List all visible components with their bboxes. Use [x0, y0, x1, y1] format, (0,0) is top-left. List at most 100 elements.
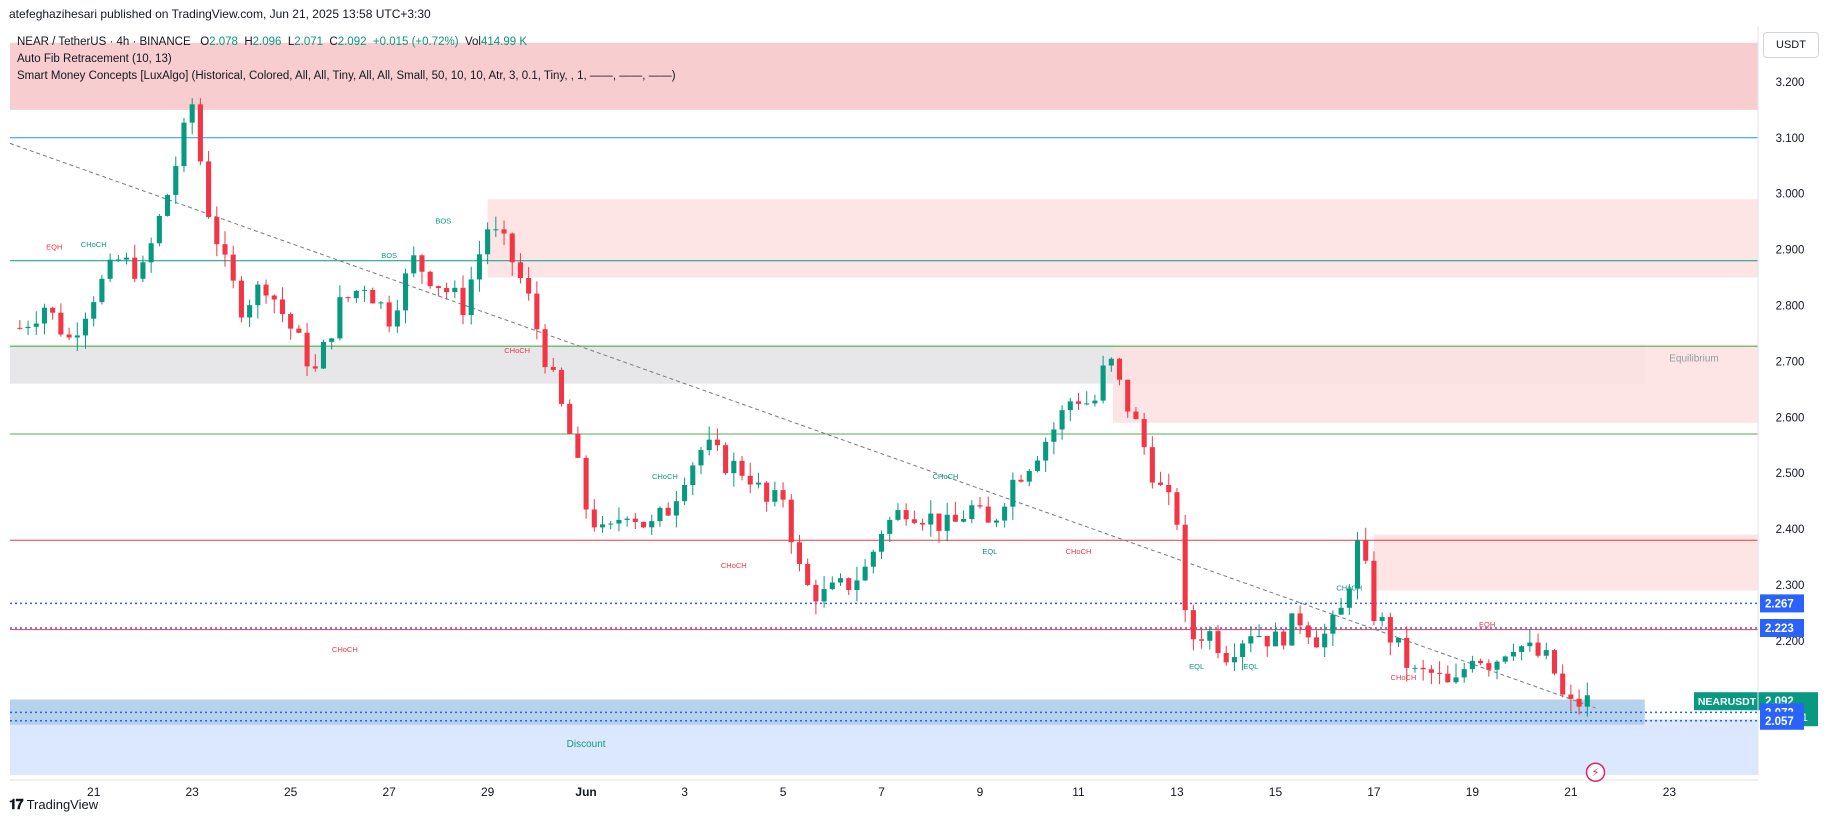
candle-body: [271, 295, 277, 300]
y-tick-label: 2.400: [1776, 524, 1805, 536]
price-tag: [1760, 618, 1804, 637]
candle-body: [304, 332, 310, 367]
symbol-name[interactable]: NEAR / TetherUS · 4h · BINANCE: [17, 36, 191, 48]
annotation-bos-3: BOS: [435, 216, 451, 225]
x-tick-label: 21: [87, 785, 101, 799]
currency-button[interactable]: USDT: [1763, 32, 1819, 58]
candle-body: [493, 229, 499, 231]
annotation-choch-6: CHoCH: [652, 472, 678, 481]
candle-body: [1396, 637, 1402, 643]
zone-supply2: [1112, 344, 1758, 423]
candle-body: [1371, 560, 1377, 622]
candle-body: [263, 284, 269, 296]
candle-body: [1248, 636, 1254, 644]
candle-body: [58, 312, 64, 335]
candle-body: [673, 501, 679, 516]
candle-body: [764, 482, 770, 502]
candle-body: [690, 465, 696, 486]
candle-body: [1297, 613, 1303, 626]
candle-body: [181, 122, 187, 167]
candle-body: [312, 366, 318, 369]
candle-body: [936, 513, 942, 531]
candle-body: [878, 533, 885, 552]
x-tick-label: 23: [1663, 785, 1677, 799]
candle-body: [895, 510, 901, 520]
symbol-row: NEAR / TetherUS · 4h · BINANCE O2.078 H2…: [17, 34, 676, 51]
candle-body: [1551, 650, 1558, 674]
candle-body: [550, 367, 556, 370]
candle-body: [468, 279, 474, 316]
candle-body: [1387, 617, 1393, 643]
x-tick-label: Jun: [575, 785, 596, 799]
candle-body: [977, 505, 983, 507]
candle-body: [846, 578, 852, 591]
candle-body: [1478, 660, 1484, 664]
x-tick-label: 29: [481, 785, 495, 799]
candle-body: [805, 563, 811, 585]
candle-body: [189, 104, 195, 123]
symbol-tag: [1694, 692, 1760, 711]
candle-body: [320, 341, 327, 369]
annotation-bos-2: BOS: [381, 251, 397, 260]
price-tag-text: 2.057: [1765, 716, 1794, 728]
candle-body: [1190, 610, 1196, 640]
zone-demand: [10, 699, 1645, 725]
open-label: O: [200, 36, 210, 48]
annotation-choch-8: CHoCH: [933, 472, 959, 481]
candle-body: [903, 510, 909, 520]
candle-body: [1100, 365, 1106, 401]
candle-body: [238, 280, 244, 318]
symbol-tag-text: NEARUSDT: [1698, 696, 1757, 708]
candle-body: [1240, 643, 1246, 658]
publisher-credit: atefeghazihesari published on TradingVie…: [9, 7, 431, 21]
indicator-fib[interactable]: Auto Fib Retracement (10, 13): [17, 53, 172, 65]
candle-body: [1404, 637, 1410, 668]
annotation-choch-10: CHoCH: [1066, 547, 1092, 556]
candle-body: [115, 259, 121, 261]
candle-body: [25, 326, 31, 329]
candle-body: [682, 485, 688, 502]
candle-body: [1330, 614, 1336, 634]
candle-body: [1560, 673, 1566, 695]
candle-body: [386, 302, 392, 327]
candle-body: [624, 518, 630, 520]
x-tick-label: 19: [1466, 785, 1480, 799]
candle-body: [837, 578, 844, 583]
candle-body: [1084, 403, 1090, 405]
x-tick-label: 15: [1269, 785, 1283, 799]
candle-body: [419, 255, 425, 272]
x-tick-label: 13: [1170, 785, 1184, 799]
candle-body: [288, 314, 294, 329]
candle-body: [1174, 492, 1180, 525]
candle-body: [723, 445, 729, 474]
candle-body: [632, 518, 638, 522]
annotation-choch-12: CHoCH: [1336, 584, 1362, 593]
candle-body: [1568, 694, 1574, 699]
indicator-smc[interactable]: Smart Money Concepts [LuxAlgo] (Historic…: [17, 70, 676, 82]
candle-body: [222, 244, 228, 255]
candle-body: [1010, 479, 1016, 507]
candle-body: [920, 522, 926, 525]
candle-body: [460, 287, 466, 316]
candle-body: [427, 271, 433, 287]
candle-body: [435, 286, 441, 289]
candle-body: [1305, 625, 1311, 638]
candle-body: [17, 327, 23, 329]
candle-body: [1527, 642, 1533, 647]
alert-flash-icon: [1585, 762, 1606, 782]
candle-body: [33, 323, 39, 327]
candle-body: [969, 505, 975, 519]
y-tick-label: 2.700: [1776, 356, 1805, 368]
open-value: 2.078: [209, 36, 238, 48]
candle-body: [829, 582, 835, 590]
candle-body: [928, 513, 934, 525]
annotation-choch-4: CHoCH: [504, 346, 530, 355]
candle-body: [641, 521, 647, 528]
candle-body: [780, 490, 786, 500]
candle-body: [739, 460, 745, 476]
candle-body: [1059, 410, 1065, 430]
candle-body: [230, 254, 236, 281]
zone-discount: [10, 719, 1758, 775]
annotation-eqh-0: EQH: [46, 243, 62, 252]
